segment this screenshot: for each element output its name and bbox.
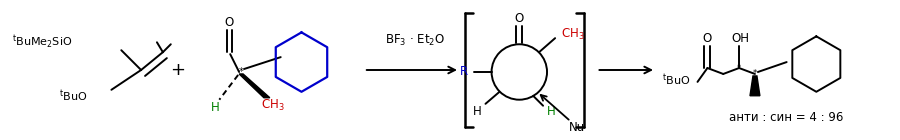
Polygon shape [239, 74, 270, 98]
Text: O: O [515, 12, 524, 25]
Text: O: O [225, 16, 234, 29]
Text: BF$\mathregular{_3}$ · Et$\mathregular{_2}$O: BF$\mathregular{_3}$ · Et$\mathregular{_… [385, 33, 446, 48]
Polygon shape [750, 76, 760, 96]
Text: анти : син = 4 : 96: анти : син = 4 : 96 [729, 111, 844, 124]
Text: $\mathregular{^{t}}$BuMe$\mathregular{_2}$SiO: $\mathregular{^{t}}$BuMe$\mathregular{_2… [13, 34, 73, 51]
Text: H: H [473, 105, 482, 118]
Text: Nu: Nu [569, 121, 585, 134]
Text: O: O [703, 32, 712, 45]
Text: CH$\mathregular{_3}$: CH$\mathregular{_3}$ [561, 27, 585, 42]
Text: $\mathregular{^{t}}$BuO: $\mathregular{^{t}}$BuO [662, 72, 690, 88]
Text: R: R [460, 66, 468, 79]
Text: OH: OH [731, 32, 749, 45]
Text: +: + [170, 61, 185, 79]
Text: *: * [238, 67, 244, 77]
Text: CH$\mathregular{_3}$: CH$\mathregular{_3}$ [261, 98, 284, 113]
Text: *: * [752, 69, 757, 78]
Text: H: H [211, 101, 220, 114]
Text: *: * [737, 64, 742, 73]
Text: H: H [546, 105, 555, 118]
Text: $\mathregular{^{t}}$BuO: $\mathregular{^{t}}$BuO [58, 88, 87, 104]
